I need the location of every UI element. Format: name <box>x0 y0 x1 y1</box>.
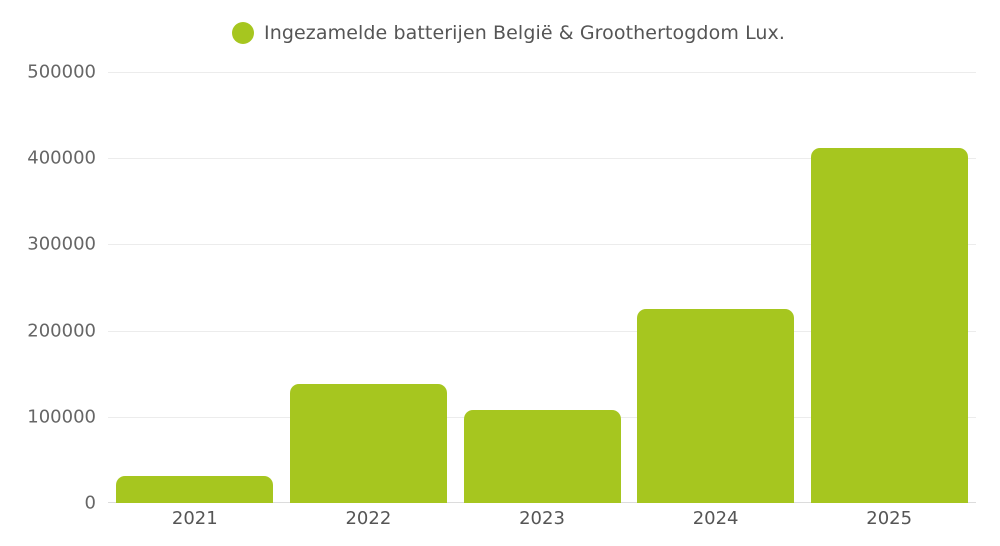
x-tick-label: 2021 <box>171 508 218 529</box>
bar-2023[interactable] <box>463 409 621 503</box>
plot-area <box>108 72 976 503</box>
gridline <box>108 72 976 73</box>
y-tick-label: 300000 <box>27 233 96 255</box>
x-tick-label: 2024 <box>692 508 739 529</box>
bar-2025[interactable] <box>810 147 968 503</box>
bar-2022[interactable] <box>289 384 447 503</box>
y-tick-label: 500000 <box>27 61 96 83</box>
gridline <box>108 158 976 160</box>
bar-2024[interactable] <box>637 309 795 503</box>
y-tick-label: 200000 <box>27 320 96 342</box>
y-tick-label: 100000 <box>27 406 96 428</box>
gridline <box>108 330 976 332</box>
bar-2021[interactable] <box>116 476 274 503</box>
chart-legend[interactable]: Ingezamelde batterijen België & Groother… <box>232 18 785 48</box>
y-tick-label: 0 <box>84 492 96 514</box>
x-tick-label: 2022 <box>345 508 392 529</box>
x-tick-label: 2025 <box>866 508 913 529</box>
x-tick-label: 2023 <box>519 508 565 529</box>
legend-swatch-icon <box>232 22 254 44</box>
y-tick-label: 400000 <box>27 147 96 169</box>
gridline <box>108 244 976 246</box>
legend-label: Ingezamelde batterijen België & Groother… <box>264 22 786 44</box>
